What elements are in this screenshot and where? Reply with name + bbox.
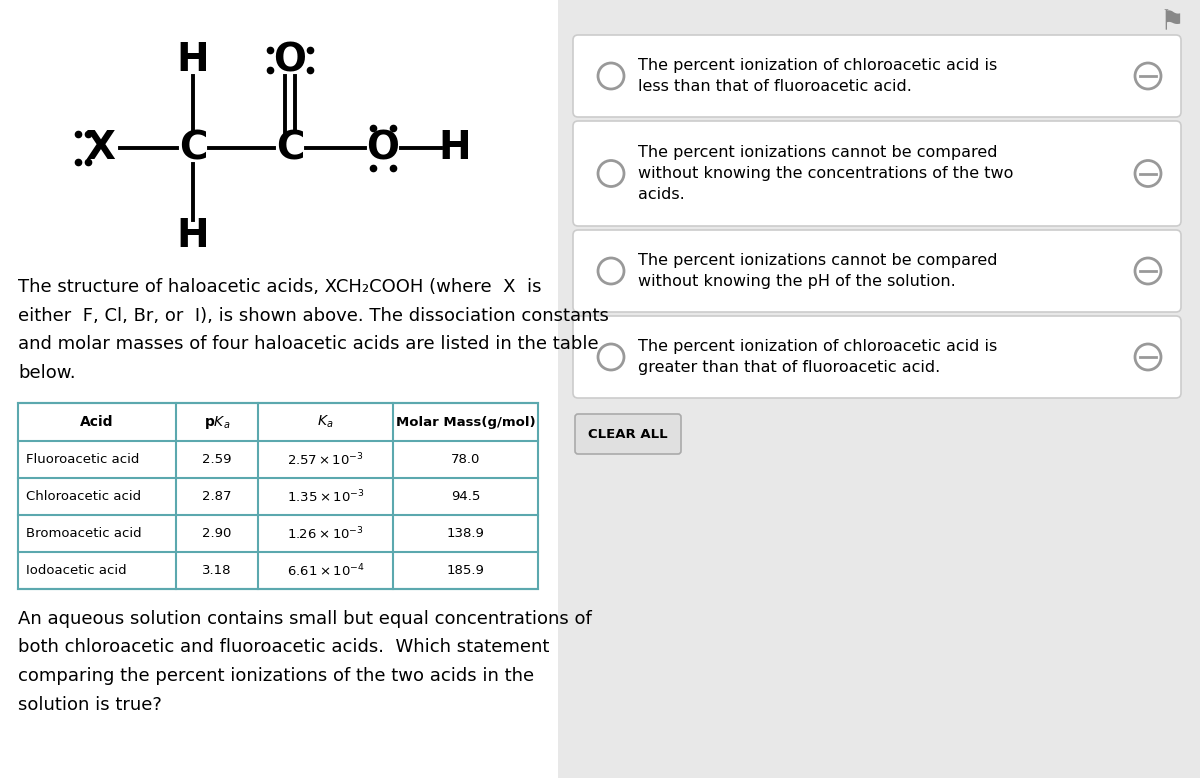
FancyBboxPatch shape <box>574 316 1181 398</box>
Text: 2.90: 2.90 <box>203 527 232 540</box>
Text: p$\mathit{K}_a$: p$\mathit{K}_a$ <box>204 413 230 430</box>
Text: $1.26 \times 10^{-3}$: $1.26 \times 10^{-3}$ <box>287 525 364 541</box>
Text: H: H <box>439 129 472 167</box>
Text: The percent ionizations cannot be compared
without knowing the pH of the solutio: The percent ionizations cannot be compar… <box>638 253 997 289</box>
Text: O: O <box>366 129 400 167</box>
Text: X: X <box>85 129 115 167</box>
Text: $1.35 \times 10^{-3}$: $1.35 \times 10^{-3}$ <box>287 489 365 505</box>
Text: The percent ionization of chloroacetic acid is
greater than that of fluoroacetic: The percent ionization of chloroacetic a… <box>638 339 997 375</box>
Text: 78.0: 78.0 <box>451 453 480 466</box>
Bar <box>0 0 558 778</box>
Text: Iodoacetic acid: Iodoacetic acid <box>26 564 127 577</box>
FancyBboxPatch shape <box>574 230 1181 312</box>
Text: Molar Mass(g/mol): Molar Mass(g/mol) <box>396 415 535 429</box>
Bar <box>18 403 538 589</box>
Text: $\mathit{K}_a$: $\mathit{K}_a$ <box>317 414 334 430</box>
Text: C: C <box>276 129 305 167</box>
Text: Acid: Acid <box>80 415 114 429</box>
Text: The percent ionization of chloroacetic acid is
less than that of fluoroacetic ac: The percent ionization of chloroacetic a… <box>638 58 997 94</box>
Text: $6.61 \times 10^{-4}$: $6.61 \times 10^{-4}$ <box>287 562 365 579</box>
FancyBboxPatch shape <box>574 121 1181 226</box>
Text: 94.5: 94.5 <box>451 490 480 503</box>
Text: H: H <box>176 217 209 255</box>
Text: CLEAR ALL: CLEAR ALL <box>588 427 668 440</box>
Text: The structure of haloacetic acids, XCH₂COOH (where  X  is
either  F, Cl, Br, or : The structure of haloacetic acids, XCH₂C… <box>18 278 608 381</box>
FancyBboxPatch shape <box>574 35 1181 117</box>
Text: C: C <box>179 129 208 167</box>
Text: 3.18: 3.18 <box>203 564 232 577</box>
Text: 138.9: 138.9 <box>446 527 485 540</box>
Text: O: O <box>274 41 306 79</box>
Text: The percent ionizations cannot be compared
without knowing the concentrations of: The percent ionizations cannot be compar… <box>638 145 1013 202</box>
Text: H: H <box>176 41 209 79</box>
Text: 2.87: 2.87 <box>203 490 232 503</box>
Text: 185.9: 185.9 <box>446 564 485 577</box>
FancyBboxPatch shape <box>575 414 682 454</box>
Text: Bromoacetic acid: Bromoacetic acid <box>26 527 142 540</box>
Text: Chloroacetic acid: Chloroacetic acid <box>26 490 142 503</box>
Text: Fluoroacetic acid: Fluoroacetic acid <box>26 453 139 466</box>
Text: ⚑: ⚑ <box>1159 8 1184 36</box>
Text: 2.59: 2.59 <box>203 453 232 466</box>
Text: $2.57 \times 10^{-3}$: $2.57 \times 10^{-3}$ <box>287 451 364 468</box>
Text: An aqueous solution contains small but equal concentrations of
both chloroacetic: An aqueous solution contains small but e… <box>18 610 592 713</box>
